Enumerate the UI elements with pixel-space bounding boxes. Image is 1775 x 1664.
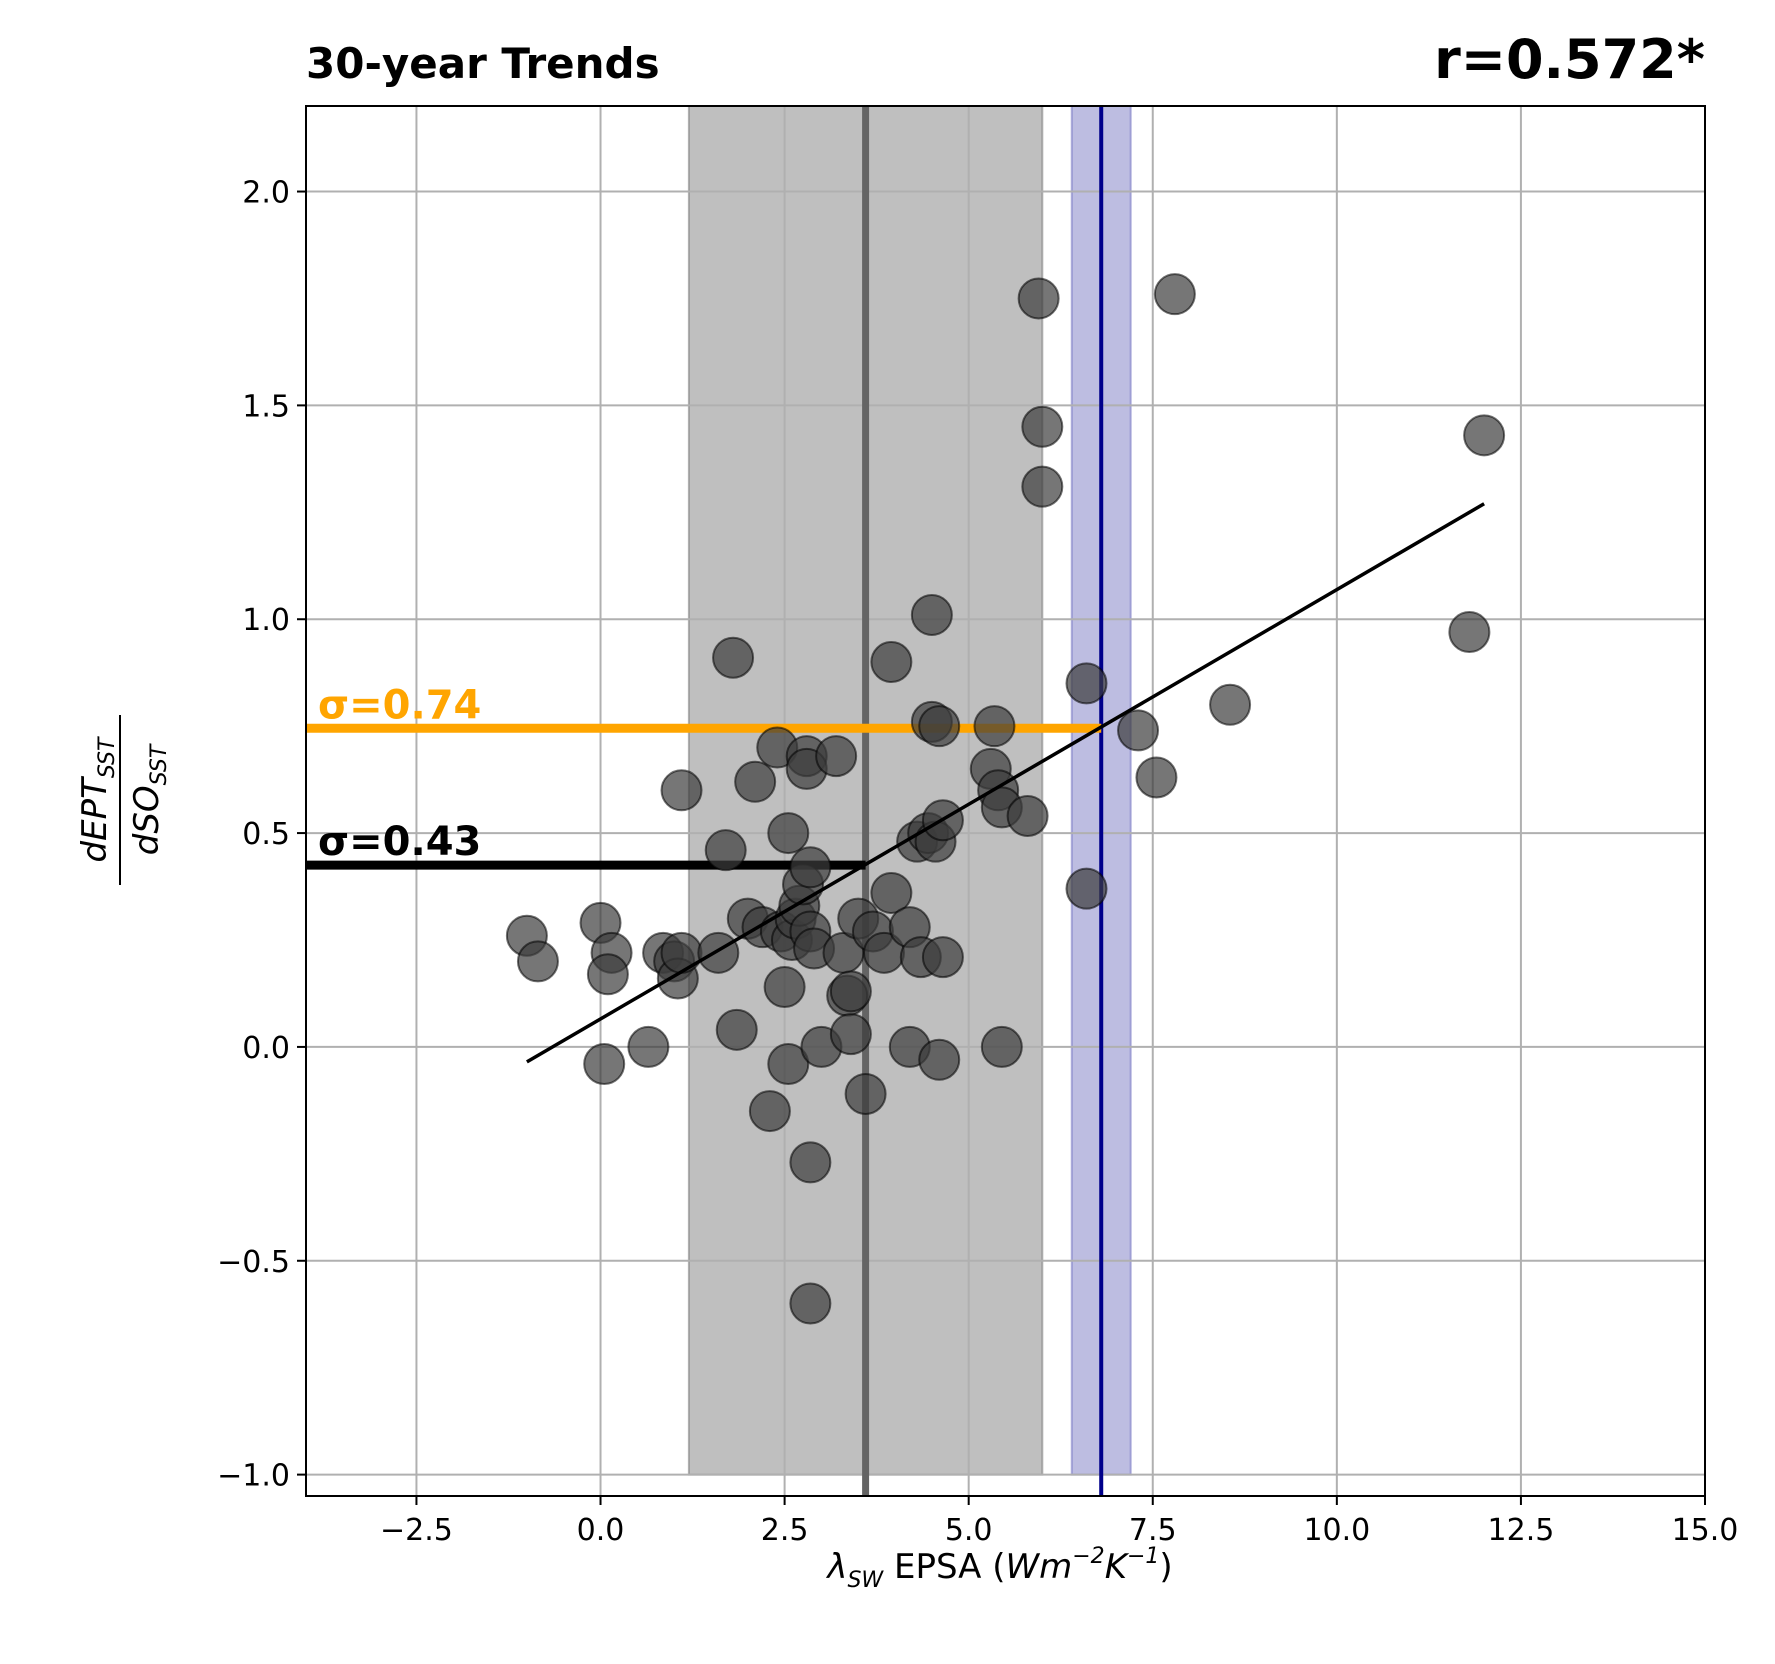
data-point-69 bbox=[1065, 662, 1108, 705]
data-point-17 bbox=[734, 760, 777, 803]
data-point-24 bbox=[767, 1043, 810, 1086]
x-label-sub: SW bbox=[847, 1568, 884, 1593]
y-label-num: dEPT bbox=[75, 776, 115, 863]
chart-title: 30-year Trends bbox=[306, 39, 660, 88]
data-point-37 bbox=[815, 735, 858, 778]
data-point-14 bbox=[712, 636, 755, 679]
y-tick-label-3: 0.5 bbox=[242, 817, 290, 852]
y-tick-label-0: −1.0 bbox=[217, 1459, 290, 1494]
data-point-23 bbox=[767, 812, 810, 855]
x-tick-label-7: 15.0 bbox=[1672, 1513, 1739, 1548]
y-tick-label-4: 1.0 bbox=[242, 603, 290, 638]
data-point-10 bbox=[660, 931, 703, 974]
data-point-46 bbox=[870, 641, 913, 683]
data-point-74 bbox=[1209, 683, 1252, 726]
y-axis-ticks: −1.0 −0.5 0.0 0.5 1.0 1.5 2.0 bbox=[217, 176, 306, 1494]
x-tick-label-0: −2.5 bbox=[380, 1513, 453, 1548]
data-point-73 bbox=[1153, 273, 1196, 316]
y-tick-label-5: 1.5 bbox=[242, 389, 290, 424]
data-point-71 bbox=[1117, 709, 1160, 752]
regression-line-group bbox=[526, 502, 1485, 1064]
data-point-19 bbox=[748, 1090, 791, 1133]
data-point-41 bbox=[829, 1013, 872, 1056]
correlation-label: r=0.572* bbox=[1434, 28, 1705, 91]
y-axis-label: dEPTSST dSOSST bbox=[75, 715, 172, 885]
data-point-4 bbox=[583, 1043, 626, 1086]
y-label-den: dSO bbox=[127, 785, 167, 855]
x-tick-label-4: 7.5 bbox=[1129, 1513, 1177, 1548]
vertical-lines bbox=[862, 106, 1104, 1496]
data-point-47 bbox=[870, 871, 913, 914]
orange-label: σ=0.74 bbox=[318, 682, 481, 728]
data-point-11 bbox=[660, 769, 703, 812]
x-tick-label-3: 5.0 bbox=[945, 1513, 993, 1548]
data-point-12 bbox=[697, 931, 740, 974]
data-point-31 bbox=[789, 846, 832, 889]
data-point-68 bbox=[1021, 465, 1064, 508]
x-axis-ticks: −2.5 0.0 2.5 5.0 7.5 10.0 12.5 15.0 bbox=[380, 1496, 1738, 1548]
y-tick-label-6: 2.0 bbox=[242, 176, 290, 211]
data-point-70 bbox=[1065, 867, 1108, 910]
data-point-59 bbox=[918, 1038, 961, 1081]
x-label-text: EPSA ( bbox=[883, 1547, 1005, 1587]
black-label: σ=0.43 bbox=[318, 819, 481, 865]
x-label-unit-w: Wm bbox=[1006, 1547, 1073, 1587]
data-point-75 bbox=[1448, 611, 1491, 654]
data-point-58 bbox=[921, 936, 964, 979]
data-point-34 bbox=[789, 1141, 832, 1184]
x-tick-label-6: 12.5 bbox=[1488, 1513, 1555, 1548]
data-point-62 bbox=[973, 705, 1016, 748]
x-label-unit-k: K bbox=[1105, 1547, 1130, 1587]
x-tick-label-2: 2.5 bbox=[761, 1513, 809, 1548]
x-label-close: ) bbox=[1159, 1547, 1172, 1587]
data-point-15 bbox=[715, 1008, 758, 1051]
data-point-1 bbox=[516, 940, 559, 983]
data-point-64 bbox=[980, 1025, 1023, 1068]
horizontal-segments bbox=[306, 723, 1102, 870]
data-point-67 bbox=[1021, 405, 1064, 448]
data-point-55 bbox=[910, 593, 953, 636]
sigma-annotations: σ=0.74 σ=0.43 bbox=[318, 682, 481, 865]
x-tick-label-1: 0.0 bbox=[577, 1513, 625, 1548]
x-label-exp2: −1 bbox=[1127, 1544, 1159, 1569]
x-label-symbol: λ bbox=[825, 1547, 847, 1587]
data-point-6 bbox=[627, 1025, 670, 1068]
y-label-den-sub: SST bbox=[147, 743, 172, 785]
y-label-num-sub: SST bbox=[95, 736, 120, 778]
y-label-numerator: dEPTSST bbox=[75, 736, 120, 862]
data-point-66 bbox=[1017, 277, 1060, 320]
data-points bbox=[505, 273, 1506, 1325]
data-point-35 bbox=[789, 1282, 832, 1325]
x-label-exp1: −2 bbox=[1072, 1544, 1104, 1569]
data-point-43 bbox=[844, 1072, 887, 1115]
data-point-13 bbox=[704, 829, 747, 872]
data-point-72 bbox=[1135, 756, 1178, 799]
data-point-56 bbox=[918, 705, 961, 748]
x-axis-label: λSW EPSA (Wm−2K−1) bbox=[825, 1544, 1172, 1593]
data-point-40 bbox=[829, 970, 872, 1013]
y-tick-label-2: 0.0 bbox=[242, 1031, 290, 1066]
data-point-5 bbox=[586, 953, 629, 996]
plot-frame bbox=[305, 105, 1706, 1497]
data-point-65 bbox=[1006, 794, 1049, 837]
regression-line bbox=[526, 502, 1485, 1064]
y-tick-label-1: −0.5 bbox=[217, 1245, 290, 1280]
data-point-76 bbox=[1463, 414, 1506, 457]
x-tick-label-5: 10.0 bbox=[1303, 1513, 1370, 1548]
data-point-22 bbox=[763, 966, 806, 1009]
y-label-denominator: dSOSST bbox=[127, 743, 172, 855]
